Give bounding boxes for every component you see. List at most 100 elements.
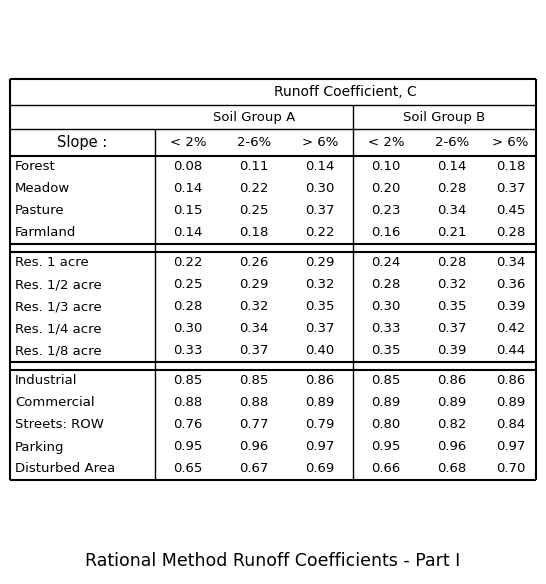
Text: 0.97: 0.97 bbox=[305, 440, 335, 454]
Text: 0.89: 0.89 bbox=[437, 397, 467, 409]
Text: Forest: Forest bbox=[15, 161, 56, 173]
Text: Parking: Parking bbox=[15, 440, 64, 454]
Text: 0.85: 0.85 bbox=[173, 374, 203, 388]
Text: Pasture: Pasture bbox=[15, 204, 64, 217]
Text: 0.40: 0.40 bbox=[305, 345, 335, 357]
Text: 0.88: 0.88 bbox=[174, 397, 203, 409]
Text: Soil Group A: Soil Group A bbox=[213, 110, 295, 123]
Text: Industrial: Industrial bbox=[15, 374, 78, 388]
Text: 0.28: 0.28 bbox=[437, 182, 467, 196]
Text: > 6%: > 6% bbox=[492, 136, 529, 149]
Text: 0.35: 0.35 bbox=[305, 301, 335, 314]
Text: 0.11: 0.11 bbox=[239, 161, 269, 173]
Text: 0.70: 0.70 bbox=[496, 463, 525, 475]
Text: 0.30: 0.30 bbox=[371, 301, 401, 314]
Text: Runoff Coefficient, C: Runoff Coefficient, C bbox=[274, 85, 417, 99]
Text: > 6%: > 6% bbox=[302, 136, 338, 149]
Text: 0.32: 0.32 bbox=[305, 279, 335, 291]
Text: 2-6%: 2-6% bbox=[237, 136, 271, 149]
Text: 0.34: 0.34 bbox=[496, 256, 525, 269]
Text: 0.14: 0.14 bbox=[173, 227, 203, 239]
Text: 0.28: 0.28 bbox=[173, 301, 203, 314]
Text: 0.32: 0.32 bbox=[239, 301, 269, 314]
Text: 0.89: 0.89 bbox=[496, 397, 525, 409]
Text: 0.65: 0.65 bbox=[173, 463, 203, 475]
Text: Farmland: Farmland bbox=[15, 227, 76, 239]
Text: Res. 1/2 acre: Res. 1/2 acre bbox=[15, 279, 102, 291]
Text: 0.67: 0.67 bbox=[239, 463, 269, 475]
Text: Commercial: Commercial bbox=[15, 397, 94, 409]
Text: Slope :: Slope : bbox=[57, 135, 108, 150]
Text: 0.96: 0.96 bbox=[437, 440, 467, 454]
Text: Meadow: Meadow bbox=[15, 182, 70, 196]
Text: 0.34: 0.34 bbox=[239, 322, 269, 335]
Text: 0.68: 0.68 bbox=[437, 463, 467, 475]
Text: 0.28: 0.28 bbox=[437, 256, 467, 269]
Text: 0.22: 0.22 bbox=[239, 182, 269, 196]
Text: 0.22: 0.22 bbox=[305, 227, 335, 239]
Text: 0.37: 0.37 bbox=[305, 322, 335, 335]
Text: 0.89: 0.89 bbox=[371, 397, 401, 409]
Text: 0.30: 0.30 bbox=[173, 322, 203, 335]
Text: Streets: ROW: Streets: ROW bbox=[15, 419, 104, 432]
Text: 0.21: 0.21 bbox=[437, 227, 467, 239]
Text: 0.33: 0.33 bbox=[371, 322, 401, 335]
Text: 0.25: 0.25 bbox=[173, 279, 203, 291]
Text: Disturbed Area: Disturbed Area bbox=[15, 463, 115, 475]
Text: 0.77: 0.77 bbox=[239, 419, 269, 432]
Text: Res. 1/3 acre: Res. 1/3 acre bbox=[15, 301, 102, 314]
Text: 0.45: 0.45 bbox=[496, 204, 525, 217]
Text: 0.89: 0.89 bbox=[305, 397, 335, 409]
Text: 0.37: 0.37 bbox=[239, 345, 269, 357]
Text: 0.29: 0.29 bbox=[305, 256, 335, 269]
Text: 0.85: 0.85 bbox=[371, 374, 401, 388]
Text: 0.37: 0.37 bbox=[305, 204, 335, 217]
Text: < 2%: < 2% bbox=[368, 136, 404, 149]
Text: 0.44: 0.44 bbox=[496, 345, 525, 357]
Text: 0.18: 0.18 bbox=[496, 161, 525, 173]
Text: Rational Method Runoff Coefficients - Part I: Rational Method Runoff Coefficients - Pa… bbox=[85, 552, 461, 570]
Text: 0.36: 0.36 bbox=[496, 279, 525, 291]
Text: 0.34: 0.34 bbox=[437, 204, 467, 217]
Text: Res. 1 acre: Res. 1 acre bbox=[15, 256, 89, 269]
Text: Res. 1/4 acre: Res. 1/4 acre bbox=[15, 322, 102, 335]
Text: 0.42: 0.42 bbox=[496, 322, 525, 335]
Text: 0.35: 0.35 bbox=[437, 301, 467, 314]
Text: 0.22: 0.22 bbox=[173, 256, 203, 269]
Text: 0.28: 0.28 bbox=[496, 227, 525, 239]
Text: 0.08: 0.08 bbox=[174, 161, 203, 173]
Text: 0.39: 0.39 bbox=[437, 345, 467, 357]
Text: 0.14: 0.14 bbox=[305, 161, 335, 173]
Text: 0.97: 0.97 bbox=[496, 440, 525, 454]
Text: 0.85: 0.85 bbox=[239, 374, 269, 388]
Text: 0.10: 0.10 bbox=[371, 161, 401, 173]
Text: < 2%: < 2% bbox=[170, 136, 206, 149]
Text: 0.14: 0.14 bbox=[173, 182, 203, 196]
Text: 0.14: 0.14 bbox=[437, 161, 467, 173]
Text: 0.30: 0.30 bbox=[305, 182, 335, 196]
Text: 0.86: 0.86 bbox=[305, 374, 335, 388]
Text: 0.33: 0.33 bbox=[173, 345, 203, 357]
Text: 0.23: 0.23 bbox=[371, 204, 401, 217]
Text: 0.80: 0.80 bbox=[371, 419, 401, 432]
Text: 0.95: 0.95 bbox=[371, 440, 401, 454]
Text: 0.79: 0.79 bbox=[305, 419, 335, 432]
Text: 0.95: 0.95 bbox=[173, 440, 203, 454]
Text: 0.24: 0.24 bbox=[371, 256, 401, 269]
Text: 0.66: 0.66 bbox=[371, 463, 401, 475]
Text: 0.96: 0.96 bbox=[239, 440, 269, 454]
Text: Soil Group B: Soil Group B bbox=[403, 110, 485, 123]
Text: 0.35: 0.35 bbox=[371, 345, 401, 357]
Text: 0.16: 0.16 bbox=[371, 227, 401, 239]
Text: 0.86: 0.86 bbox=[437, 374, 467, 388]
Text: 0.39: 0.39 bbox=[496, 301, 525, 314]
Text: 0.37: 0.37 bbox=[437, 322, 467, 335]
Text: 0.32: 0.32 bbox=[437, 279, 467, 291]
Text: 2-6%: 2-6% bbox=[435, 136, 469, 149]
Text: 0.20: 0.20 bbox=[371, 182, 401, 196]
Text: 0.82: 0.82 bbox=[437, 419, 467, 432]
Text: 0.84: 0.84 bbox=[496, 419, 525, 432]
Text: Res. 1/8 acre: Res. 1/8 acre bbox=[15, 345, 102, 357]
Text: 0.26: 0.26 bbox=[239, 256, 269, 269]
Text: 0.88: 0.88 bbox=[239, 397, 269, 409]
